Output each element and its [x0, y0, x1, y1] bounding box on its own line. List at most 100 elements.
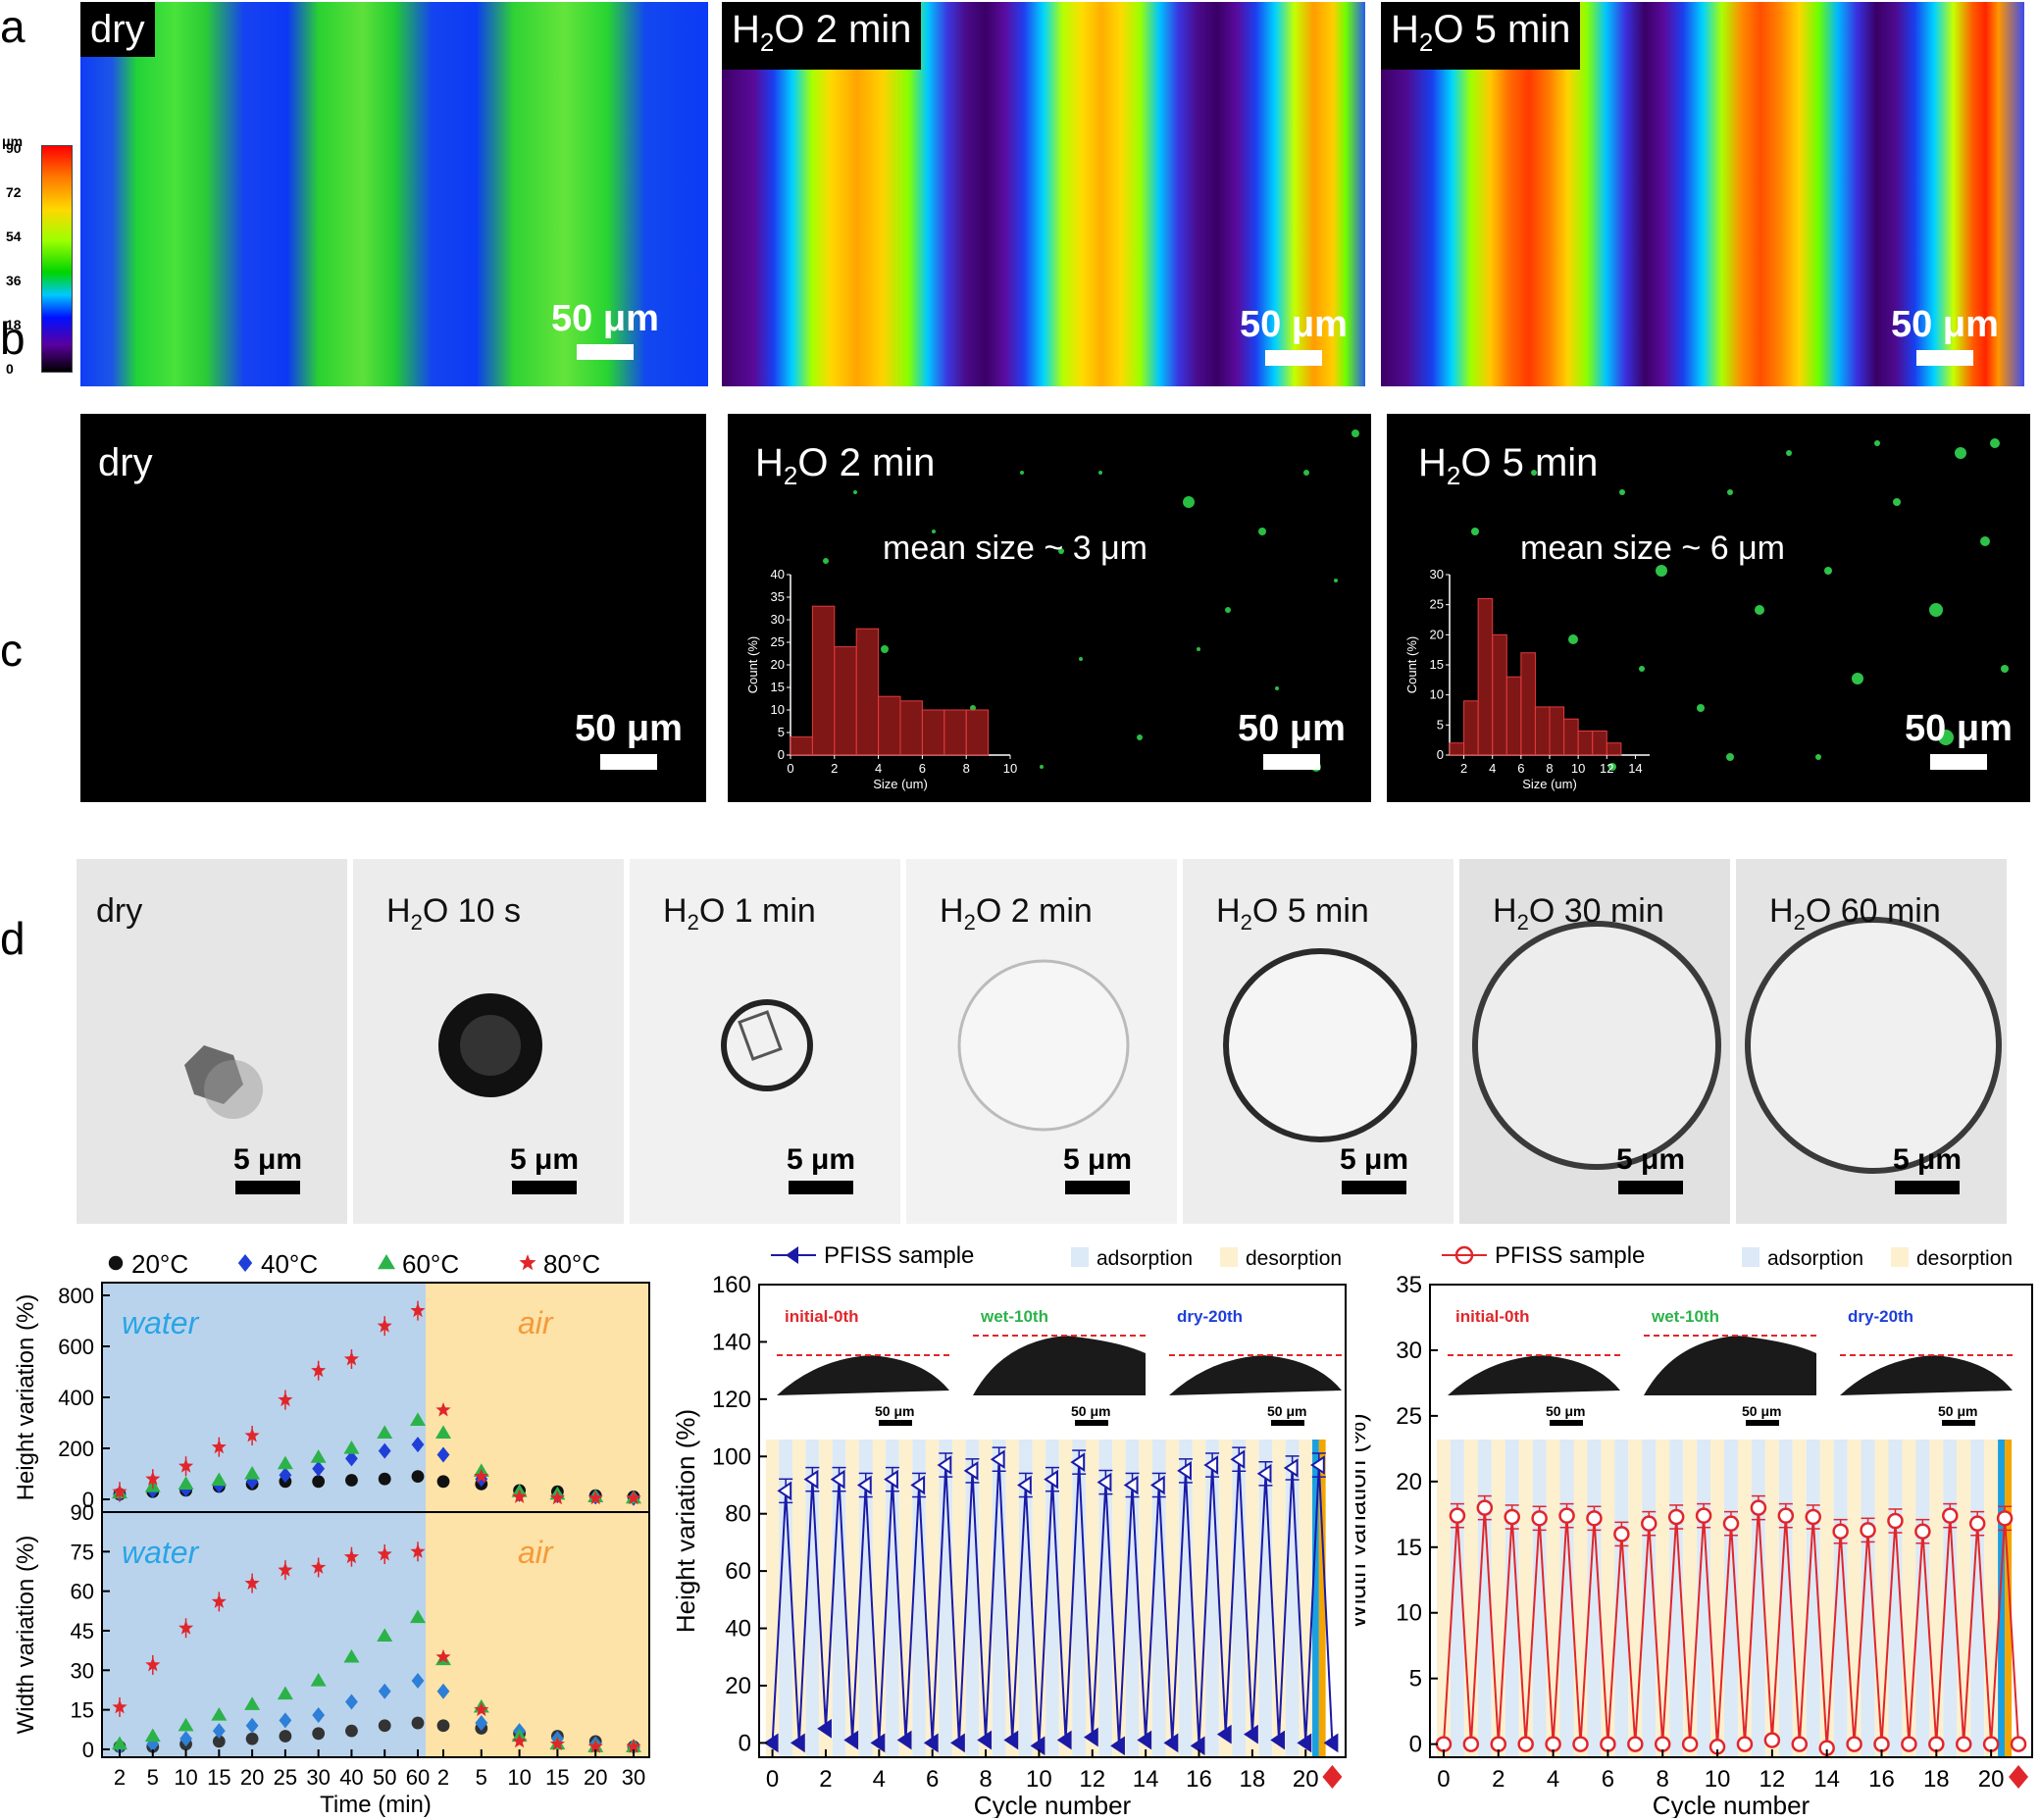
cycle-band	[1929, 1440, 1944, 1757]
data-point	[312, 1475, 326, 1489]
x-tick-label: 30	[306, 1765, 330, 1790]
x-tick-label: 20	[1978, 1766, 2005, 1793]
data-point	[1928, 1736, 1945, 1752]
data-point	[211, 1472, 228, 1487]
data-point	[896, 1730, 912, 1750]
data-point	[1641, 1515, 1658, 1532]
data-point	[411, 1470, 425, 1483]
cycle-band	[1139, 1440, 1152, 1757]
cycle-band	[939, 1440, 953, 1757]
y-tick-label: 0	[1437, 747, 1444, 762]
tile-label: H2O 10 s	[386, 892, 521, 935]
histogram-bar	[1477, 598, 1494, 756]
data-point	[963, 1461, 979, 1481]
data-point	[1083, 1727, 1098, 1747]
data-point	[244, 1696, 261, 1710]
cycle-band	[898, 1440, 913, 1757]
data-point	[145, 1656, 161, 1672]
data-point	[950, 1733, 965, 1753]
size-histogram-2min: 0 2 4 6 8 10 0 5 10 15 20 25 30 35 40 Size (um) Count (%…	[745, 567, 1017, 791]
x-tick-label: 8	[1546, 761, 1553, 776]
data-point	[1297, 1733, 1312, 1753]
data-point	[1873, 1736, 1890, 1752]
plot-frame	[758, 1284, 1347, 1758]
tile-label: dry	[96, 892, 143, 930]
cycle-band	[832, 1440, 846, 1757]
water-region	[102, 1283, 426, 1512]
plot-frame	[1429, 1284, 2033, 1758]
cycle-band	[1125, 1440, 1140, 1757]
data-point	[1256, 1463, 1272, 1484]
inset-scale-bar	[1075, 1420, 1108, 1426]
tile-label: H2O 2 min	[940, 892, 1093, 935]
data-point	[1613, 1526, 1630, 1542]
data-point	[211, 1593, 227, 1608]
data-point	[410, 1412, 426, 1426]
cycle-band	[1463, 1440, 1478, 1757]
histogram-bar	[1549, 706, 1565, 756]
data-point	[378, 1719, 391, 1733]
cycle-band	[886, 1440, 899, 1757]
data-point	[178, 1458, 194, 1473]
inset-label: wet-10th	[1651, 1307, 1719, 1326]
air-region	[426, 1283, 649, 1512]
optical-micrograph: H2O 5 min 5 μm	[1183, 859, 1454, 1224]
x-tick-label: 20	[1293, 1766, 1319, 1793]
legend-label: adsorption	[1096, 1247, 1193, 1270]
data-point	[977, 1730, 993, 1750]
scale-bar: 50 μm	[551, 298, 659, 360]
x-tick-label: 8	[1657, 1766, 1669, 1793]
data-point	[937, 1455, 952, 1475]
x-tick-label: 10	[1571, 761, 1585, 776]
data-point	[411, 1716, 425, 1730]
cycle-band	[1218, 1440, 1233, 1757]
highlight-band	[1998, 1440, 2006, 1757]
panel-letter-a: a	[0, 1, 26, 52]
data-point	[312, 1706, 326, 1723]
data-point	[1572, 1736, 1589, 1752]
cycle-band	[1205, 1440, 1219, 1757]
droplet-shape	[438, 993, 542, 1097]
data-point	[1490, 1736, 1507, 1752]
region-label-water: water	[122, 1535, 200, 1570]
legend-marker	[786, 1246, 798, 1264]
data-point	[436, 1719, 450, 1733]
x-tick-label: 14	[1628, 761, 1642, 776]
data-point	[1462, 1736, 1480, 1752]
histogram-bar	[1449, 742, 1465, 756]
y-tick-label: 30	[71, 1658, 94, 1683]
cycle-band	[1764, 1440, 1779, 1757]
histogram-bar	[811, 605, 836, 756]
legend-swatch-adsorption	[1071, 1247, 1089, 1267]
data-point	[1558, 1507, 1575, 1524]
data-point	[212, 1723, 226, 1740]
region-label-air: air	[518, 1535, 554, 1570]
cycle-band	[979, 1440, 993, 1757]
height-map-2min: H2O 2 min 50 μm	[722, 2, 1365, 386]
y-tick-label: 100	[712, 1443, 751, 1470]
data-point	[279, 1712, 292, 1729]
y-tick-label: 0	[739, 1730, 751, 1756]
droplet-shape	[1472, 921, 1721, 1170]
droplets-layer	[823, 430, 1359, 772]
data-point	[1435, 1736, 1453, 1752]
data-point	[1545, 1736, 1561, 1752]
data-point	[1832, 1523, 1849, 1540]
inset-scale-label: 50 μm	[1071, 1403, 1110, 1419]
data-point	[1030, 1736, 1046, 1756]
x-tick-label: 6	[926, 1766, 939, 1793]
histogram-bar	[944, 709, 967, 756]
y-axis-label: Width variation (%)	[13, 1536, 39, 1735]
mean-size-annotation: mean size ~ 6 μm	[1520, 530, 1785, 567]
x-tick-label: 10	[507, 1765, 531, 1790]
droplet-drawing	[1745, 917, 2002, 1174]
data-point	[1681, 1736, 1699, 1752]
histogram-bar	[1592, 730, 1607, 756]
cycle-band	[845, 1440, 859, 1757]
droplet-shape	[1223, 948, 1417, 1142]
histogram-bar	[899, 700, 923, 756]
tile-label: H2O 5 min	[1216, 892, 1369, 935]
size-histogram-5min: 2 4 6 8 10 12 14 0 5 10 15 20 25 30 Size (um) Count (%)	[1404, 567, 1650, 791]
droplet-photo	[973, 1336, 1146, 1395]
y-axis-label: Count (%)	[1404, 636, 1419, 694]
